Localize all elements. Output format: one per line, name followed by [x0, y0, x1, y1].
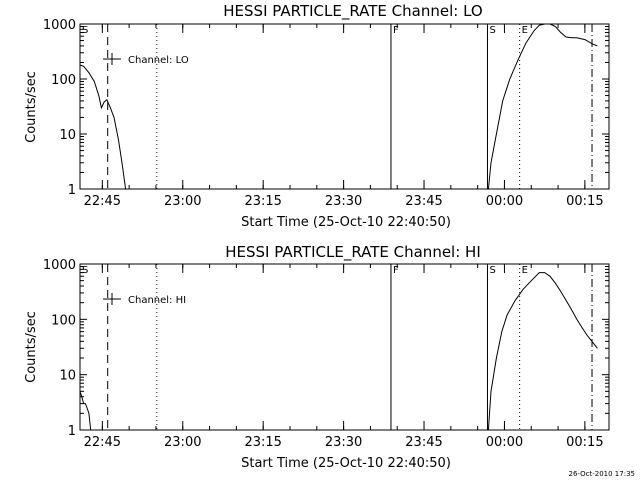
x-tick-label: 23:45 [405, 435, 442, 450]
x-tick-label: 23:15 [244, 435, 281, 450]
panel-lo: HESSI PARTICLE_RATE Channel: LO Counts/s… [24, 2, 610, 230]
plot-frame [79, 263, 610, 431]
event-marker-label: S [82, 25, 88, 36]
legend-label: Channel: HI [128, 295, 186, 306]
panel-hi-ylabel: Counts/sec [24, 311, 39, 383]
event-marker-label: F [393, 265, 399, 276]
event-marker-label: S [82, 265, 88, 276]
y-tick-label: 10 [59, 128, 76, 143]
y-tick-label: 1 [68, 183, 76, 198]
event-marker-label: E [522, 265, 528, 276]
x-tick-label: 00:00 [486, 435, 523, 450]
x-tick-label: 00:15 [566, 194, 603, 209]
panel-hi-title: HESSI PARTICLE_RATE Channel: HI [225, 243, 481, 262]
data-series-line [487, 23, 598, 190]
x-tick-label: 23:00 [164, 435, 201, 450]
plot-frame [79, 23, 610, 190]
x-tick-label: 23:15 [244, 194, 281, 209]
panel-lo-ylabel: Counts/sec [24, 71, 39, 143]
plot-timestamp: 26-Oct-2010 17:35 [569, 470, 635, 478]
y-tick-label: 1000 [43, 18, 76, 33]
event-marker-label: S [489, 25, 495, 36]
panel-hi: HESSI PARTICLE_RATE Channel: HI Counts/s… [24, 243, 610, 471]
x-tick-label: 23:30 [325, 435, 362, 450]
x-tick-label: 23:45 [405, 194, 442, 209]
y-tick-label: 10 [59, 369, 76, 384]
x-tick-label: 22:45 [84, 194, 121, 209]
y-tick-label: 100 [51, 313, 76, 328]
event-marker-label: S [489, 265, 495, 276]
legend-label: Channel: LO [128, 55, 189, 66]
panel-lo-xlabel: Start Time (25-Oct-10 22:40:50) [241, 215, 451, 230]
x-tick-label: 22:45 [84, 435, 121, 450]
x-tick-label: 00:15 [566, 435, 603, 450]
x-tick-label: 23:00 [164, 194, 201, 209]
data-series-line [79, 64, 127, 190]
panel-hi-xlabel: Start Time (25-Oct-10 22:40:50) [241, 456, 451, 471]
x-tick-label: 00:00 [486, 194, 523, 209]
event-marker-label: F [393, 25, 399, 36]
data-series-line [79, 391, 92, 431]
y-tick-label: 1 [68, 424, 76, 439]
data-series-line [487, 272, 598, 431]
x-tick-label: 23:30 [325, 194, 362, 209]
panel-lo-title: HESSI PARTICLE_RATE Channel: LO [223, 2, 482, 21]
event-marker-label: E [522, 25, 528, 36]
y-tick-label: 100 [51, 73, 76, 88]
y-tick-label: 1000 [43, 258, 76, 273]
